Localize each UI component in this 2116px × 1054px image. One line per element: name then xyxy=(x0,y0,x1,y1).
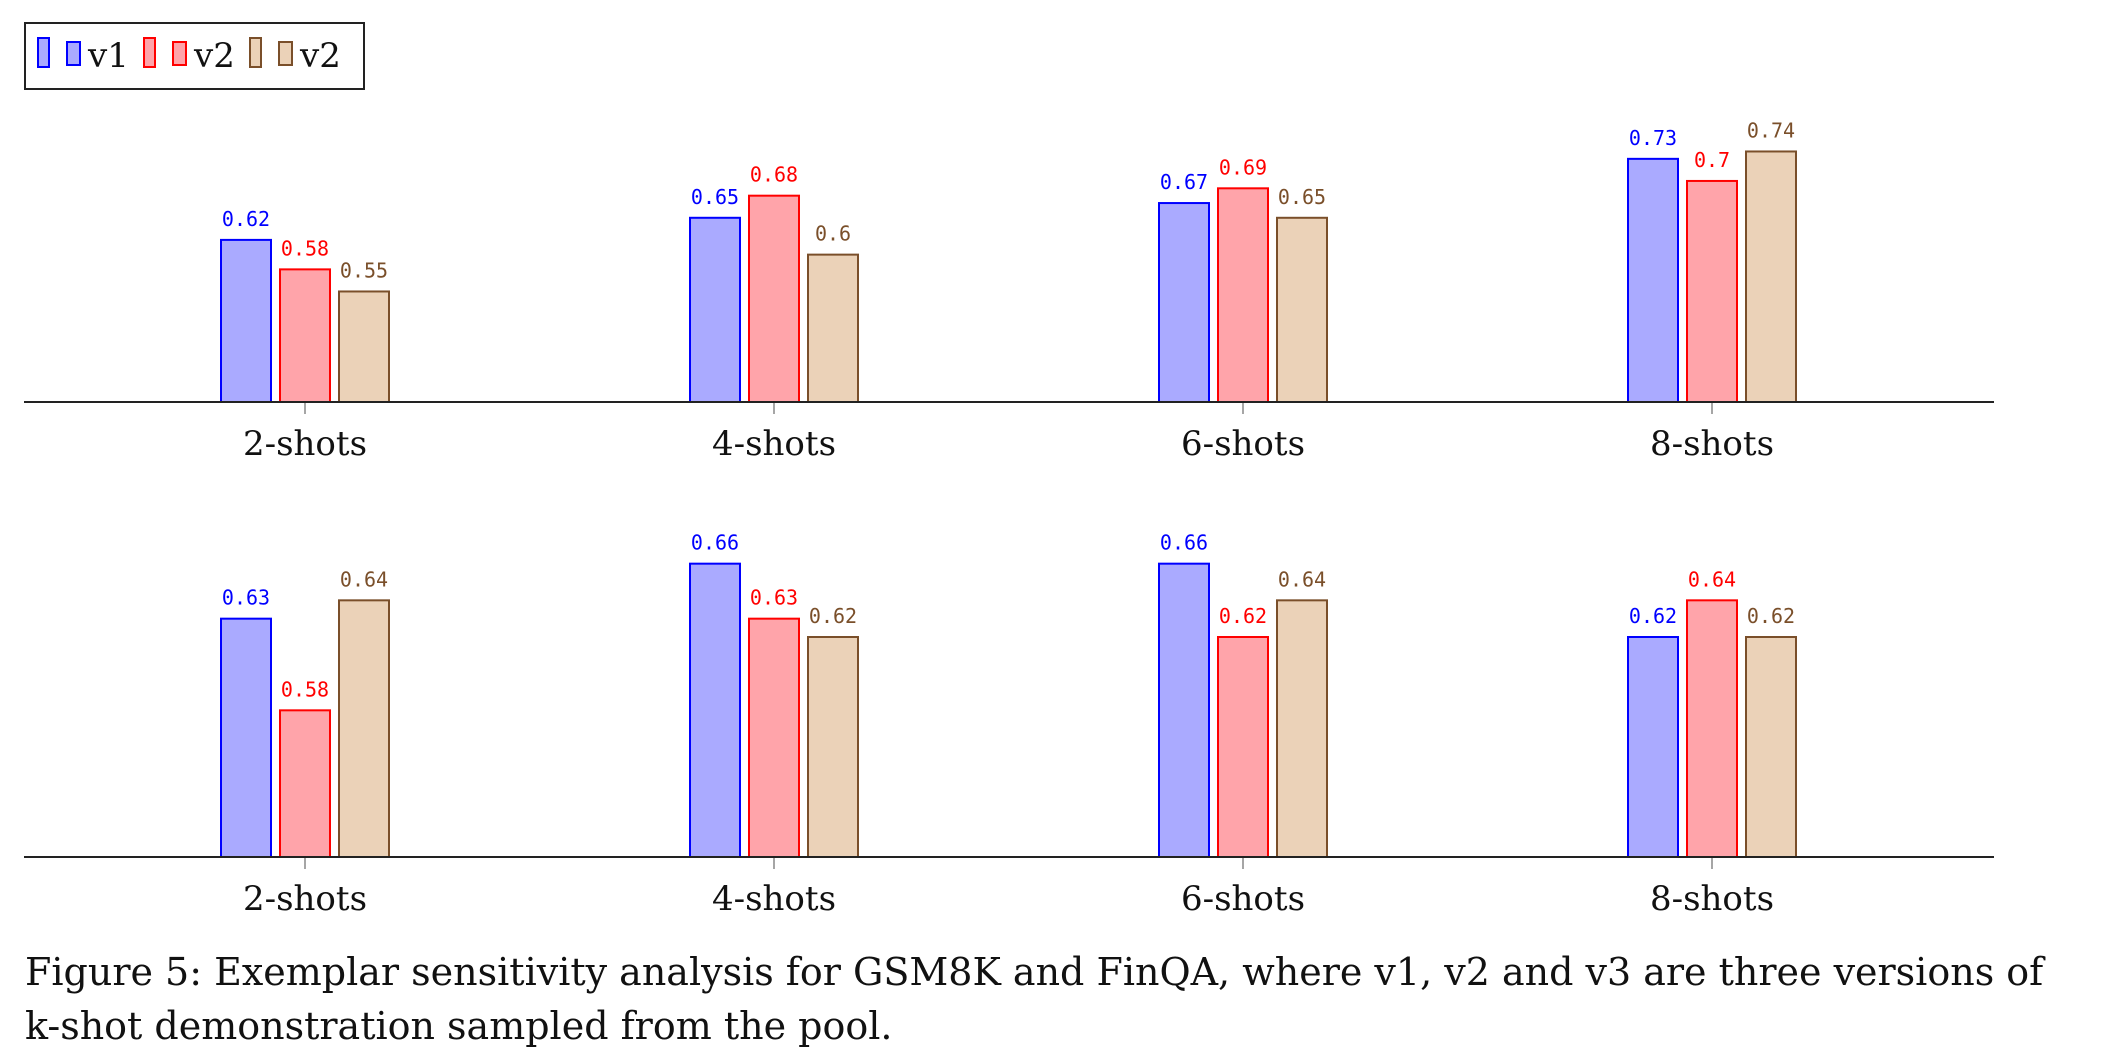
bar-v2-8-shots xyxy=(1686,599,1738,858)
bar-v1-4-shots xyxy=(689,216,741,403)
data-label-v3-4-shots: 0.62 xyxy=(809,604,857,628)
bar-v3-2-shots xyxy=(338,290,390,404)
data-label-v3-8-shots: 0.74 xyxy=(1747,118,1795,142)
legend-label-v2: v2 xyxy=(193,36,235,76)
x-tick-label-8-shots: 8-shots xyxy=(1650,424,1774,464)
data-label-v1-4-shots: 0.66 xyxy=(691,531,739,555)
legend-swatch-v1-a xyxy=(37,37,50,68)
bar-v2-6-shots xyxy=(1217,636,1269,858)
bar-v2-2-shots xyxy=(279,268,331,403)
data-label-v1-6-shots: 0.67 xyxy=(1160,170,1208,194)
bar-v3-6-shots xyxy=(1276,599,1328,858)
bar-v1-6-shots xyxy=(1158,562,1210,859)
bar-v1-4-shots xyxy=(689,562,741,859)
data-label-v3-6-shots: 0.65 xyxy=(1278,185,1326,209)
data-label-v2-2-shots: 0.58 xyxy=(281,677,329,701)
bar-v1-2-shots xyxy=(220,238,272,403)
legend-swatch-v3-a xyxy=(249,37,262,68)
chart-finqa: 0.63 0.58 0.64 2-shots 0.66 0.63 0.62 4-shots 0.… xyxy=(24,531,1994,919)
legend-swatch-v2-a xyxy=(143,37,156,68)
data-label-v2-4-shots: 0.68 xyxy=(750,163,798,187)
bar-v3-8-shots xyxy=(1745,150,1797,403)
bar-v2-4-shots xyxy=(748,617,800,859)
data-label-v2-6-shots: 0.62 xyxy=(1219,604,1267,628)
data-label-v1-2-shots: 0.62 xyxy=(222,207,270,231)
bar-v2-6-shots xyxy=(1217,187,1269,403)
bar-v3-4-shots xyxy=(807,636,859,858)
bar-v3-8-shots xyxy=(1745,636,1797,858)
figure-canvas: 0.620.580.552-shots0.650.680.64-shots0.6… xyxy=(24,118,1994,919)
legend-swatch-v1-b xyxy=(66,41,81,66)
bar-v2-4-shots xyxy=(748,194,800,403)
figure-caption: Figure 5: Exemplar sensitivity analysis … xyxy=(25,945,2100,1053)
bar-v3-4-shots xyxy=(807,253,859,403)
data-label-v2-2-shots: 0.58 xyxy=(281,236,329,260)
caption-line-2: k-shot demonstration sampled from the po… xyxy=(25,1004,893,1048)
data-label-v3-2-shots: 0.64 xyxy=(340,567,388,591)
bar-v1-6-shots xyxy=(1158,202,1210,403)
data-label-v2-8-shots: 0.64 xyxy=(1688,567,1736,591)
data-label-v3-2-shots: 0.55 xyxy=(340,258,388,282)
chart-gsm8k: 0.62 0.58 0.55 2-shots 0.65 0.68 0.6 4-shots 0.6… xyxy=(24,118,1994,464)
bar-v3-6-shots xyxy=(1276,216,1328,403)
legend-label-v1: v1 xyxy=(87,36,129,76)
x-tick-label-4-shots: 4-shots xyxy=(712,879,836,919)
bar-v1-2-shots xyxy=(220,617,272,859)
legend-swatch-v3-b xyxy=(278,41,293,66)
x-tick-label-2-shots: 2-shots xyxy=(243,879,367,919)
legend-swatch-v2-b xyxy=(172,41,187,66)
caption-line-1: Figure 5: Exemplar sensitivity analysis … xyxy=(25,950,2044,994)
data-label-v1-4-shots: 0.65 xyxy=(691,185,739,209)
data-label-v1-8-shots: 0.62 xyxy=(1629,604,1677,628)
data-label-v3-8-shots: 0.62 xyxy=(1747,604,1795,628)
data-label-v1-2-shots: 0.63 xyxy=(222,586,270,610)
x-tick-label-6-shots: 6-shots xyxy=(1181,879,1305,919)
data-label-v2-8-shots: 0.7 xyxy=(1694,148,1730,172)
data-label-v3-4-shots: 0.6 xyxy=(815,222,851,246)
bar-v2-2-shots xyxy=(279,709,331,858)
bar-v1-8-shots xyxy=(1627,636,1679,858)
data-label-v3-6-shots: 0.64 xyxy=(1278,567,1326,591)
bar-v1-8-shots xyxy=(1627,157,1679,403)
x-tick-label-8-shots: 8-shots xyxy=(1650,879,1774,919)
x-tick-label-4-shots: 4-shots xyxy=(712,424,836,464)
legend-label-v3: v2 xyxy=(299,36,341,76)
data-label-v1-8-shots: 0.73 xyxy=(1629,126,1677,150)
data-label-v1-6-shots: 0.66 xyxy=(1160,531,1208,555)
data-label-v2-4-shots: 0.63 xyxy=(750,586,798,610)
data-label-v2-6-shots: 0.69 xyxy=(1219,155,1267,179)
x-tick-label-2-shots: 2-shots xyxy=(243,424,367,464)
bar-v2-8-shots xyxy=(1686,179,1738,403)
bar-v3-2-shots xyxy=(338,599,390,858)
x-tick-label-6-shots: 6-shots xyxy=(1181,424,1305,464)
legend: v1 v2 v2 xyxy=(24,22,365,90)
